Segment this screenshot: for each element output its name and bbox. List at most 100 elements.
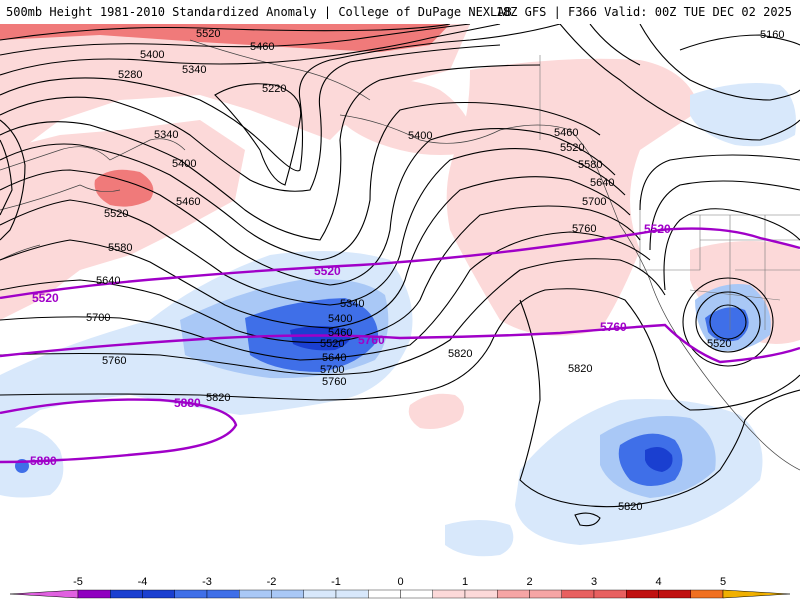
legend-swatch [400,589,433,599]
legend-tick-label: 0 [397,576,403,588]
contour-label: 5640 [322,352,346,364]
legend-tick-label: 1 [462,576,468,588]
key-contour-label: 5760 [358,333,385,347]
legend-swatch [110,589,143,599]
negative-anomaly-central-core [290,326,351,351]
header-bar: 500mb Height 1981-2010 Standardized Anom… [0,0,800,24]
contour-label: 5820 [618,501,642,513]
legend-swatch [271,589,304,599]
contour-label: 5760 [572,223,596,235]
legend-tick-label: -3 [202,576,212,588]
negative-anomaly-south-small [445,520,514,557]
contour-label: 5400 [408,130,432,142]
contour-label: 5340 [340,298,364,310]
legend-arrow-low [9,589,79,599]
contour-label: 5220 [262,83,286,95]
contour-label: 5580 [578,159,602,171]
positive-anomaly-center-north [340,80,480,155]
contour-label: 5520 [320,338,344,350]
anomaly-shading [0,24,800,557]
legend-tick-label: -4 [138,576,148,588]
legend-swatch [368,589,401,599]
contour-label: 5460 [250,41,274,53]
contour-label: 5520 [707,338,731,350]
key-contour-label: 5760 [600,320,627,334]
strong-positive-anomaly-west [94,169,154,207]
political-boundaries [539,55,800,330]
contour-label: 5400 [328,313,352,325]
contour-label: 5460 [176,196,200,208]
positive-anomaly-ne [446,58,700,336]
legend-tick-label: -5 [73,576,83,588]
key-contour-label: 5520 [32,291,59,305]
contour-label: 5460 [328,327,352,339]
contour-label: 5760 [102,355,126,367]
negative-anomaly-ne [690,82,796,147]
map-title: 500mb Height 1981-2010 Standardized Anom… [6,5,512,19]
model-run-info: 18Z GFS | F366 Valid: 00Z TUE DEC 02 202… [495,5,792,19]
key-contour-label: 5520 [644,222,671,236]
contour-label: 5520 [560,142,584,154]
contour-label: 5820 [206,392,230,404]
contour-label: 5640 [590,177,614,189]
key-contour-labels: 5520 5520 5520 5760 5760 5880 5880 [30,222,671,468]
key-contour-label: 5880 [174,396,201,410]
anomaly-map: 5520 5460 5400 5340 5280 5220 5160 5400 … [0,24,800,557]
legend-arrow-high [722,589,791,599]
legend-swatch [529,589,562,599]
legend-swatch [303,589,337,599]
legend-swatch [142,589,175,599]
legend-swatch [432,589,466,599]
contour-label: 5820 [448,348,472,360]
legend-tick-label: -2 [267,576,277,588]
color-scale-legend: -5 -4 -3 -2 -1 0 1 2 3 4 5 [9,576,791,599]
contour-label: 5280 [118,69,142,81]
legend-swatch [626,589,659,599]
negative-anomaly-southeast-core [645,446,673,472]
contour-label: 5400 [140,49,164,61]
legend-tick-label: 2 [526,576,532,588]
legend-swatch [335,589,369,599]
contour-label: 5640 [96,275,120,287]
negative-anomaly-east-low-core [705,307,749,342]
legend-swatch [658,589,691,599]
contour-labels: 5520 5460 5400 5340 5280 5220 5160 5400 … [86,28,784,513]
legend-tick-label: -1 [331,576,341,588]
contour-label: 5340 [182,64,206,76]
contour-label: 5460 [554,127,578,139]
contour-label: 5340 [154,129,178,141]
height-contours [0,24,800,527]
legend-swatch [239,589,272,599]
contour-label: 5520 [104,208,128,220]
legend-swatch [690,589,724,599]
key-contour-label: 5520 [314,264,341,278]
contour-label: 5700 [582,196,606,208]
contour-label: 5700 [86,312,110,324]
legend-swatch [593,589,627,599]
contour-label: 5700 [320,364,344,376]
legend-swatch [561,589,595,599]
legend-swatch [206,589,240,599]
key-contours [0,227,800,464]
legend-color-bar [9,589,791,599]
legend-swatch [497,589,530,599]
key-contour-label: 5880 [30,454,57,468]
legend-swatch [174,589,208,599]
legend-tick-labels: -5 -4 -3 -2 -1 0 1 2 3 4 5 [73,576,726,588]
positive-anomaly-north [0,24,470,160]
contour-label: 5400 [172,158,196,170]
contour-label: 5580 [108,242,132,254]
legend-swatch [77,589,111,599]
positive-anomaly-island [408,393,464,429]
legend-swatch [464,589,498,599]
contour-label: 5820 [568,363,592,375]
legend-tick-label: 5 [720,576,726,588]
contour-label: 5160 [760,29,784,41]
contour-label: 5520 [196,28,220,40]
legend-tick-label: 3 [591,576,597,588]
contour-5520-purple [0,227,800,300]
contour-label: 5760 [322,376,346,388]
legend-tick-label: 4 [655,576,661,588]
contour-5760-purple [0,323,800,364]
contour-5880-purple [0,398,238,464]
